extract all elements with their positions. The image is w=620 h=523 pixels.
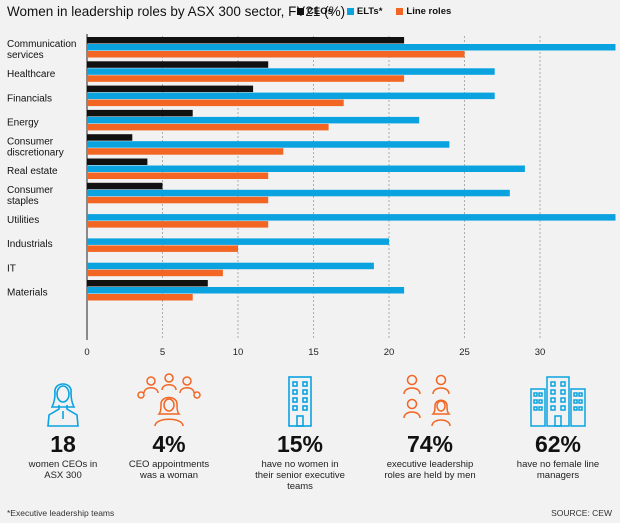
bar-elts (87, 116, 420, 124)
category-label: Industrials (7, 239, 53, 250)
stat-ceo-appointments: 4% CEO appointments was a woman (114, 373, 224, 481)
bar-ceos (87, 182, 163, 190)
stat-text: have no women in their senior executive te… (255, 459, 345, 492)
legend-item-ceos: CEOs (297, 6, 333, 17)
bar-elts (87, 189, 510, 197)
bar-ceos (87, 37, 405, 44)
x-tick-label: 30 (535, 347, 546, 358)
source-credit: SOURCE: CEW (551, 508, 612, 518)
x-tick-label: 15 (308, 347, 319, 358)
bar-elts (87, 214, 616, 221)
stat-text: executive leadership roles are held by me… (384, 459, 476, 481)
x-tick-label: 5 (160, 347, 165, 358)
legend-swatch-line (396, 8, 404, 15)
category-label: Financials (7, 93, 52, 104)
stat-women-ceos: 18 women CEOs in ASX 300 (8, 375, 118, 481)
bar-elts (87, 165, 525, 172)
legend-label-elts: ELTs* (356, 6, 383, 17)
category-label: Consumer staples (7, 185, 54, 207)
building-icon (245, 375, 355, 427)
woman-icon (8, 375, 118, 427)
stat-value: 74% (406, 431, 454, 457)
category-label: Utilities (7, 215, 39, 226)
bar-line-roles (87, 196, 269, 204)
group-woman-icon (114, 373, 224, 427)
stat-value: 18 (50, 431, 76, 457)
bar-elts (87, 238, 389, 245)
stat-text: women CEOs in ASX 300 (28, 459, 98, 481)
buildings-icon (503, 375, 613, 427)
bar-elts (87, 262, 374, 270)
bar-line-roles (87, 51, 465, 58)
bar-elts (87, 141, 450, 148)
legend-label-line: Line roles (406, 6, 452, 17)
bar-line-roles (87, 245, 238, 252)
bar-line-roles (87, 172, 269, 179)
legend-item-elts: ELTs* (346, 6, 383, 17)
category-label: Materials (7, 288, 48, 299)
bar-elts (87, 287, 405, 294)
bar-ceos (87, 85, 254, 93)
bar-ceos (87, 158, 148, 165)
bar-ceos (87, 109, 193, 117)
legend: CEOs ELTs* Line roles (297, 6, 451, 17)
legend-label-ceos: CEOs (307, 6, 333, 17)
stat-no-female-line-managers: 62% have no female line managers (503, 375, 613, 481)
stat-value: 4% (152, 431, 186, 457)
bar-line-roles (87, 221, 269, 228)
stat-text: have no female line managers (516, 459, 600, 481)
bar-elts (87, 44, 616, 51)
x-tick-label: 0 (84, 347, 89, 358)
bar-chart: 0 5 10 15 20 25 30 Communication services Healthc… (7, 34, 616, 358)
bar-elts (87, 68, 495, 75)
stat-text: CEO appointments was a woman (128, 459, 210, 481)
bar-elts (87, 92, 495, 100)
bar-line-roles (87, 99, 344, 107)
legend-swatch-ceos (297, 8, 304, 15)
stat-value: 62% (534, 431, 582, 457)
category-label: Healthcare (7, 69, 56, 80)
bar-line-roles (87, 75, 405, 82)
bar-ceos (87, 61, 269, 68)
bar-line-roles (87, 123, 329, 131)
category-label: Real estate (7, 166, 58, 177)
legend-swatch-elts (346, 8, 354, 15)
category-label: Consumer discretionary (7, 136, 64, 158)
x-tick-label: 10 (233, 347, 244, 358)
bar-line-roles (87, 269, 223, 277)
bar-ceos (87, 134, 133, 141)
category-label: IT (7, 263, 16, 274)
chart-title: Women in leadership roles by ASX 300 sec… (7, 4, 346, 19)
stat-value: 15% (276, 431, 324, 457)
legend-item-line: Line roles (396, 6, 451, 17)
x-tick-label: 20 (384, 347, 395, 358)
stat-exec-roles-men: 74% executive leadership roles are held b… (375, 374, 485, 481)
footnote: *Executive leadership teams (7, 508, 115, 518)
bar-ceos (87, 280, 208, 287)
bar-line-roles (87, 294, 193, 301)
category-label: Energy (7, 118, 39, 129)
x-tick-label: 25 (459, 347, 470, 358)
category-label: Communication services (7, 39, 76, 61)
bar-line-roles (87, 148, 284, 155)
men-majority-icon (375, 374, 485, 427)
stat-no-women-executive: 15% have no women in their senior executi… (245, 375, 355, 492)
